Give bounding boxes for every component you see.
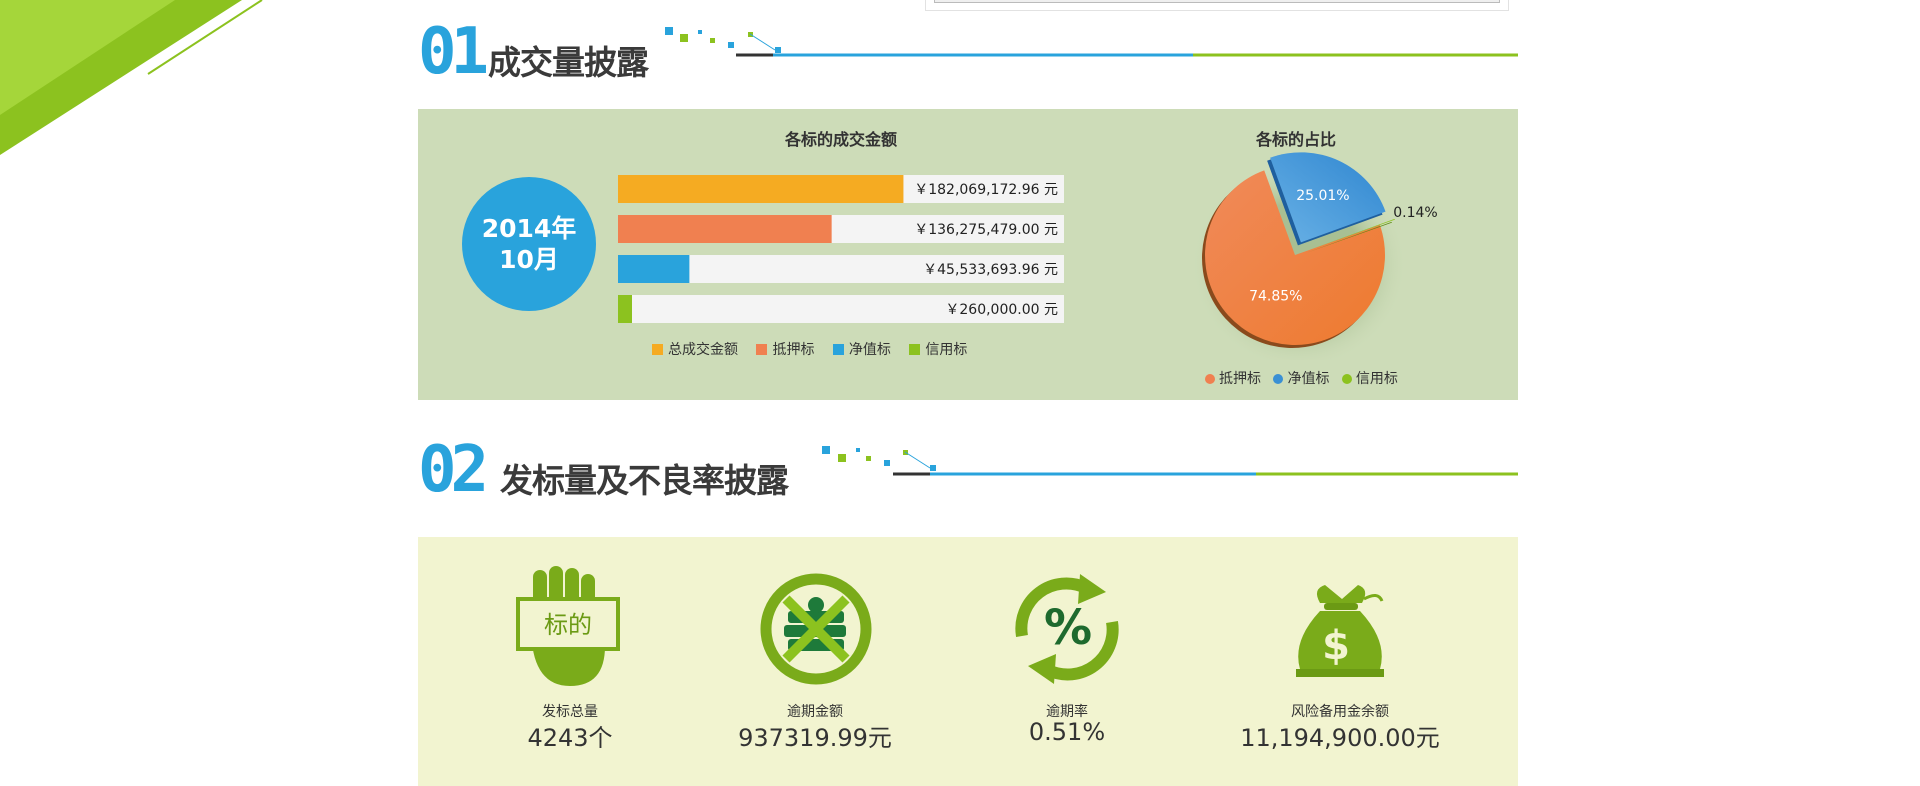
legend-swatch bbox=[1341, 374, 1352, 384]
legend-item: 信用标 bbox=[1341, 371, 1398, 387]
dollar-text: $ bbox=[1322, 623, 1350, 669]
stat-value: 937319.99元 bbox=[738, 724, 892, 752]
stat-value: 0.51% bbox=[1028, 718, 1106, 746]
bar-chart: ￥182,069,172.96 元 ￥136,275,479.00 元 ￥45,53… bbox=[618, 175, 1064, 323]
legend-item: 净值标 bbox=[1273, 371, 1329, 387]
pie-slice bbox=[1310, 218, 1395, 250]
hand-sign-icon: 标的 bbox=[516, 566, 620, 686]
legend-label: 总成交金额 bbox=[668, 342, 738, 358]
crossed-money-icon bbox=[760, 573, 872, 685]
pie-chart-title: 各标的占比 bbox=[1256, 130, 1337, 149]
legend-item: 总成交金额 bbox=[652, 342, 738, 358]
stat-value: 4243个 bbox=[527, 724, 613, 752]
legend-label: 抵押标 bbox=[1219, 371, 1261, 387]
top-scroll-frame bbox=[925, 0, 1509, 11]
bar-track bbox=[618, 295, 1064, 323]
corner-decoration bbox=[0, 0, 263, 155]
date-year: 2014年 bbox=[481, 214, 577, 243]
legend-swatch bbox=[1273, 374, 1284, 384]
section-divider bbox=[665, 27, 1518, 57]
bar-value-label: ￥45,533,693.96 元 bbox=[923, 262, 1058, 278]
legend-swatch bbox=[909, 344, 921, 355]
legend-swatch bbox=[652, 344, 663, 355]
sign-text: 标的 bbox=[544, 611, 592, 639]
legend-swatch bbox=[756, 344, 768, 355]
pie-chart: 74.85% 25.01% 0.14% bbox=[1191, 152, 1438, 360]
pie-value-label: 25.01% bbox=[1296, 188, 1349, 204]
bar bbox=[618, 215, 832, 243]
section-title: 成交量披露 bbox=[488, 43, 649, 82]
percent-text: % bbox=[1044, 600, 1092, 656]
legend-label: 抵押标 bbox=[772, 342, 815, 358]
section-number: 02 bbox=[418, 433, 489, 507]
pie-chart-legend: 抵押标 净值标 信用标 bbox=[1205, 368, 1398, 388]
pie-slice-edge bbox=[1307, 221, 1392, 253]
bar bbox=[618, 255, 690, 283]
pie-slice bbox=[1270, 152, 1386, 243]
legend-swatch bbox=[1205, 374, 1215, 384]
section-header-1: 01 成交量披露 bbox=[418, 15, 1518, 89]
pie-value-label: 74.85% bbox=[1249, 289, 1302, 305]
bar-chart-title: 各标的成交金额 bbox=[785, 130, 898, 149]
stat-label: 逾期率 bbox=[1046, 704, 1088, 720]
section-header-2: 02 发标量及不良率披露 bbox=[418, 433, 1518, 507]
pie-value-label: 0.14% bbox=[1393, 205, 1437, 221]
section-title: 发标量及不良率披露 bbox=[500, 461, 789, 500]
bar-track bbox=[618, 255, 1064, 283]
legend-label: 信用标 bbox=[925, 342, 968, 358]
stat-label: 发标总量 bbox=[542, 704, 598, 720]
bar-value-label: ￥136,275,479.00 元 bbox=[914, 222, 1058, 238]
stat-label: 逾期金额 bbox=[787, 704, 843, 720]
section-divider bbox=[822, 446, 1518, 476]
bar bbox=[618, 295, 632, 323]
stat-label: 风险备用金余额 bbox=[1291, 704, 1389, 720]
legend-label: 信用标 bbox=[1355, 371, 1398, 387]
percent-cycle-icon: % bbox=[1015, 574, 1119, 684]
legend-item: 净值标 bbox=[832, 342, 891, 358]
legend-item: 抵押标 bbox=[756, 342, 814, 358]
bar-value-label: ￥182,069,172.96 元 bbox=[914, 182, 1058, 198]
legend-label: 净值标 bbox=[1287, 371, 1330, 387]
bar-value-label: ￥260,000.00 元 bbox=[945, 302, 1058, 318]
date-badge: 2014年 10月 bbox=[462, 177, 596, 311]
legend-item: 抵押标 bbox=[1205, 371, 1261, 387]
bar-chart-legend: 总成交金额 抵押标 净值标 信用标 bbox=[652, 339, 967, 359]
pie-slice bbox=[1205, 170, 1385, 345]
section-number: 01 bbox=[418, 15, 489, 89]
stat-value: 11,194,900.00元 bbox=[1240, 724, 1440, 752]
bar bbox=[618, 175, 904, 203]
legend-label: 净值标 bbox=[848, 342, 891, 358]
date-month: 10月 bbox=[499, 245, 559, 274]
legend-swatch bbox=[832, 344, 844, 355]
money-bag-icon: $ bbox=[1296, 585, 1384, 677]
legend-item: 信用标 bbox=[909, 342, 967, 358]
